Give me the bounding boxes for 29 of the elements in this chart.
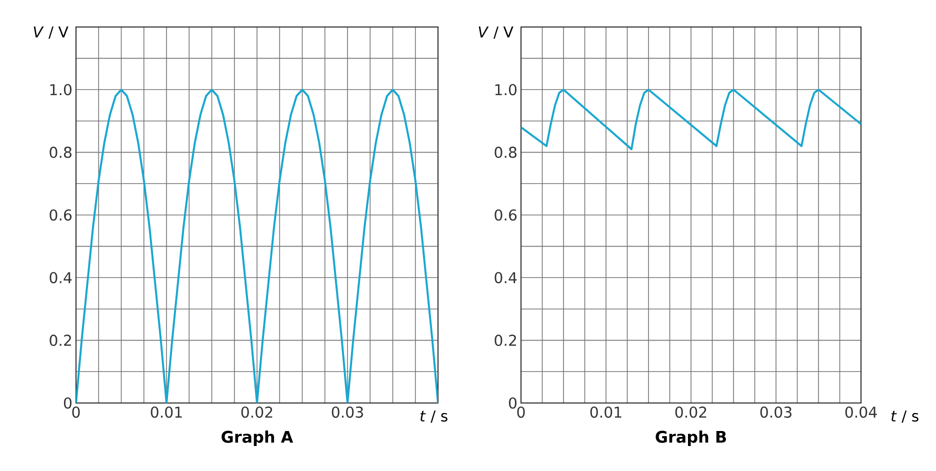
y-tick-label: 0.2 [50, 334, 71, 346]
y-axis-title: V / V [34, 26, 68, 39]
x-tick-label: 0 [72, 406, 80, 418]
text: Graph B [656, 430, 726, 446]
line-series [76, 88, 438, 403]
x-tick-label: 0.03 [760, 406, 792, 418]
y-tick-label: 0 [64, 397, 72, 409]
x-axis-title: t / s [891, 410, 918, 423]
x-tick-label: 0.01 [150, 406, 182, 418]
y-tick-label: 0.4 [494, 272, 517, 284]
y-tick-label: 0.2 [494, 334, 516, 346]
line-series [521, 88, 862, 150]
x-tick-label: 0.02 [675, 406, 706, 418]
x-tick-label: 0.04 [845, 406, 877, 418]
y-axis-title: V / V [478, 26, 514, 39]
y-tick-label: 0.4 [50, 272, 72, 284]
x-tick-label: 0.02 [241, 406, 272, 418]
y-tick-label: 0.6 [494, 209, 517, 221]
text: Graph A [222, 430, 294, 446]
x-tick-label: 0.01 [590, 406, 622, 418]
x-tick-label: 0 [517, 406, 525, 418]
y-tick-label: 0.6 [50, 209, 72, 221]
y-tick-label: 0.8 [50, 146, 72, 158]
x-axis-title: t / s [420, 410, 448, 423]
x-tick-label: 0.03 [332, 406, 363, 418]
y-tick-label: 1.0 [495, 84, 516, 96]
y-tick-label: 0 [508, 397, 516, 409]
y-tick-label: 1.0 [50, 84, 72, 96]
y-tick-label: 0.8 [494, 146, 516, 158]
